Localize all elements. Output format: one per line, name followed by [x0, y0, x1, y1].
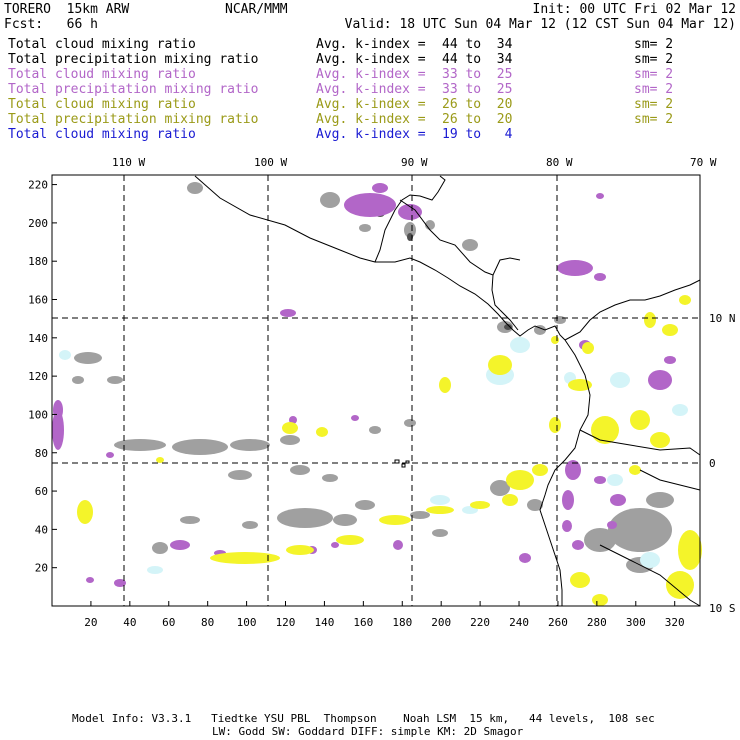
field-sm: sm= 2: [634, 82, 674, 97]
field-kindex-label: Avg. k-index =: [316, 37, 426, 52]
field-sm: sm= 2: [634, 67, 674, 82]
y-tick-label: 40: [35, 523, 48, 536]
valid-time: Valid: 18 UTC Sun 04 Mar 12 (12 CST Sun …: [344, 17, 736, 32]
field-kindex-label: Avg. k-index =: [316, 127, 426, 142]
field-kindex-label: Avg. k-index =: [316, 112, 426, 127]
y-tick-label: 220: [28, 179, 48, 192]
lat-label: 0: [709, 457, 716, 470]
cloud-fields: [52, 182, 702, 606]
x-tick-label: 240: [509, 616, 529, 629]
x-tick-label: 20: [84, 616, 97, 629]
lat-label: 10 S: [709, 602, 736, 615]
forecast-hour: Fcst: 66 h: [4, 17, 98, 32]
model-info-line2: LW: Godd SW: Goddard DIFF: simple KM: 2D…: [212, 725, 524, 738]
field-sm: sm= 2: [634, 112, 674, 127]
lon-label: 80 W: [546, 156, 573, 169]
x-tick-label: 40: [123, 616, 136, 629]
x-axis: 20 40 60 80 100 120 140 160 180 200 220 240 260 280 30…: [84, 601, 685, 629]
lon-label: 90 W: [401, 156, 428, 169]
field-sm: sm= 2: [634, 97, 674, 112]
y-tick-label: 20: [35, 562, 48, 575]
field-name: Total cloud mixing ratio: [8, 37, 196, 52]
y-tick-label: 100: [28, 408, 48, 421]
lon-label: 100 W: [254, 156, 287, 169]
x-tick-label: 320: [665, 616, 685, 629]
field-sm: sm= 2: [634, 37, 674, 52]
y-tick-label: 120: [28, 370, 48, 383]
x-tick-label: 140: [314, 616, 334, 629]
field-kindex-range: 26 to 20: [442, 97, 513, 112]
x-tick-label: 200: [431, 616, 451, 629]
x-tick-label: 220: [470, 616, 490, 629]
y-tick-label: 160: [28, 294, 48, 307]
field-kindex-range: 44 to 34: [442, 52, 513, 67]
x-tick-label: 100: [237, 616, 257, 629]
field-name: Total cloud mixing ratio: [8, 127, 196, 142]
field-kindex-label: Avg. k-index =: [316, 82, 426, 97]
y-tick-label: 200: [28, 217, 48, 230]
x-tick-label: 120: [276, 616, 296, 629]
x-tick-label: 180: [392, 616, 412, 629]
x-tick-label: 160: [353, 616, 373, 629]
field-kindex-range: 33 to 25: [442, 82, 513, 97]
center-label: NCAR/MMM: [225, 2, 288, 17]
longitude-labels: 110 W 100 W 90 W 80 W 70 W: [112, 156, 717, 169]
lon-label: 70 W: [690, 156, 717, 169]
y-axis: 20 40 60 80 100 120 140 160 180 200 220: [28, 179, 57, 575]
x-tick-label: 260: [548, 616, 568, 629]
y-tick-label: 140: [28, 332, 48, 345]
y-tick-label: 60: [35, 485, 48, 498]
lon-label: 110 W: [112, 156, 145, 169]
field-name: Total precipitation mixing ratio: [8, 82, 259, 97]
y-tick-label: 180: [28, 255, 48, 268]
field-sm: sm= 2: [634, 52, 674, 67]
field-kindex-label: Avg. k-index =: [316, 97, 426, 112]
init-time: Init: 00 UTC Fri 02 Mar 12: [532, 2, 737, 17]
lat-lon-grid: [52, 175, 700, 606]
field-name: Total cloud mixing ratio: [8, 97, 196, 112]
lat-label: 10 N: [709, 312, 736, 325]
field-name: Total precipitation mixing ratio: [8, 52, 259, 67]
x-tick-label: 80: [201, 616, 214, 629]
field-kindex-range: 33 to 25: [442, 67, 513, 82]
field-name: Total precipitation mixing ratio: [8, 112, 259, 127]
field-kindex-range: 26 to 20: [442, 112, 513, 127]
map-frame: [51, 174, 701, 607]
field-kindex-range: 44 to 34: [442, 37, 513, 52]
coastlines: [194, 175, 701, 607]
x-tick-label: 280: [587, 616, 607, 629]
field-kindex-range: 19 to 4: [442, 127, 513, 142]
model-title: TORERO 15km ARW: [4, 2, 130, 17]
model-info-line1: Model Info: V3.3.1 Tiedtke YSU PBL Thomp…: [72, 712, 655, 725]
latitude-labels: 10 N 0 10 S: [709, 312, 736, 615]
x-tick-label: 300: [626, 616, 646, 629]
field-kindex-label: Avg. k-index =: [316, 52, 426, 67]
field-name: Total cloud mixing ratio: [8, 67, 196, 82]
y-tick-label: 80: [35, 447, 48, 460]
field-kindex-label: Avg. k-index =: [316, 67, 426, 82]
x-tick-label: 60: [162, 616, 175, 629]
